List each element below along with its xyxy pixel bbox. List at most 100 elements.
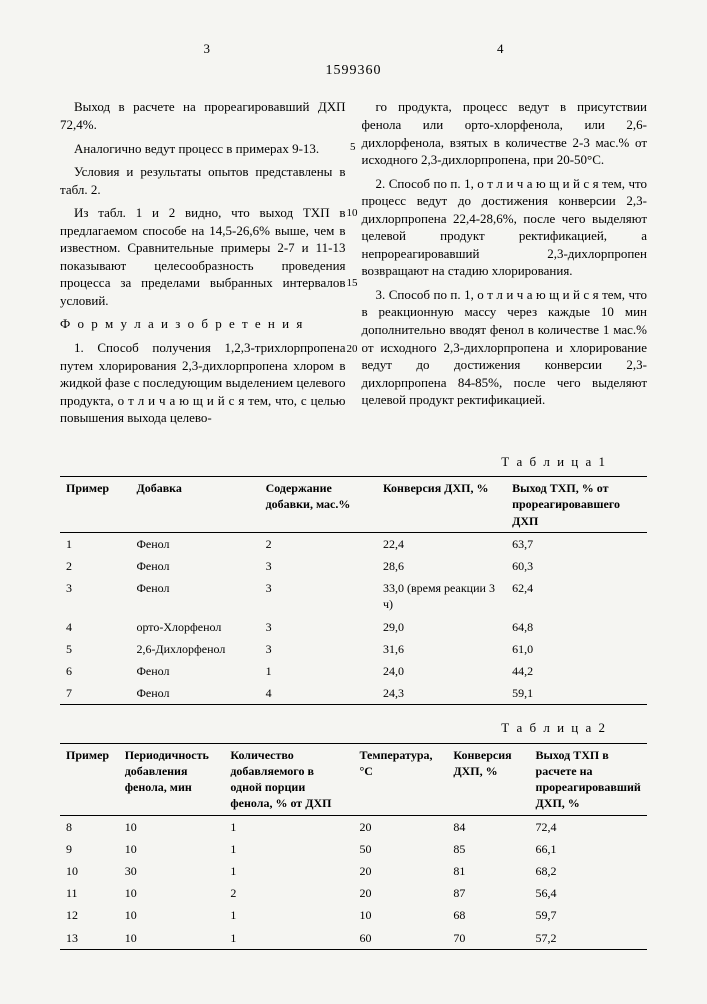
th: Конверсия ДХП, % bbox=[447, 743, 529, 815]
td: 10 bbox=[119, 904, 225, 926]
th: Конверсия ДХП, % bbox=[377, 477, 506, 533]
td: 2 bbox=[224, 882, 353, 904]
td: 3 bbox=[260, 555, 377, 577]
table-1: Пример Добавка Содержание добавки, мас.%… bbox=[60, 476, 647, 705]
td: 62,4 bbox=[506, 577, 647, 615]
th: Количество добавляемого в одной порции ф… bbox=[224, 743, 353, 815]
td: 60,3 bbox=[506, 555, 647, 577]
td: 63,7 bbox=[506, 532, 647, 555]
table-2: Пример Периодичность добавления фенола, … bbox=[60, 743, 647, 950]
td: 1 bbox=[224, 904, 353, 926]
td: Фенол bbox=[130, 555, 259, 577]
td: 68 bbox=[447, 904, 529, 926]
patent-number: 1599360 bbox=[60, 62, 647, 81]
table-row: 8101208472,4 bbox=[60, 815, 647, 838]
line-mark: 15 bbox=[347, 276, 358, 291]
body-columns: Выход в расчете на прореагировавший ДХП … bbox=[60, 98, 647, 432]
table-row: 3Фенол333,0 (время реакции 3 ч)62,4 bbox=[60, 577, 647, 615]
td: 10 bbox=[119, 927, 225, 950]
td: 70 bbox=[447, 927, 529, 950]
th: Содержание добавки, мас.% bbox=[260, 477, 377, 533]
table-row: 11102208756,4 bbox=[60, 882, 647, 904]
td: 20 bbox=[353, 882, 447, 904]
page-number-row: 3 4 bbox=[60, 40, 647, 58]
td: 1 bbox=[224, 860, 353, 882]
td: 10 bbox=[353, 904, 447, 926]
td: 57,2 bbox=[530, 927, 647, 950]
td: 24,0 bbox=[377, 660, 506, 682]
td: 1 bbox=[224, 815, 353, 838]
td: 22,4 bbox=[377, 532, 506, 555]
para: Условия и результаты опытов представлены… bbox=[60, 163, 346, 198]
td: 3 bbox=[260, 638, 377, 660]
table-header-row: Пример Периодичность добавления фенола, … bbox=[60, 743, 647, 815]
page-number-left: 3 bbox=[204, 40, 211, 58]
para: 2. Способ по п. 1, о т л и ч а ю щ и й с… bbox=[362, 175, 648, 280]
table-row: 52,6-Дихлорфенол331,661,0 bbox=[60, 638, 647, 660]
th: Добавка bbox=[130, 477, 259, 533]
td: 33,0 (время реакции 3 ч) bbox=[377, 577, 506, 615]
td: 10 bbox=[119, 882, 225, 904]
table1-title: Т а б л и ц а 1 bbox=[60, 453, 607, 471]
th: Выход ТХП, % от прореагировавшего ДХП bbox=[506, 477, 647, 533]
td: 3 bbox=[260, 577, 377, 615]
td: 68,2 bbox=[530, 860, 647, 882]
td: орто-Хлорфенол bbox=[130, 616, 259, 638]
td: 13 bbox=[60, 927, 119, 950]
td: 56,4 bbox=[530, 882, 647, 904]
th: Температура, °С bbox=[353, 743, 447, 815]
td: 10 bbox=[60, 860, 119, 882]
td: 12 bbox=[60, 904, 119, 926]
td: 44,2 bbox=[506, 660, 647, 682]
td: Фенол bbox=[130, 682, 259, 705]
td: 4 bbox=[60, 616, 130, 638]
page-number-right: 4 bbox=[497, 40, 504, 58]
td: 1 bbox=[60, 532, 130, 555]
para: 3. Способ по п. 1, о т л и ч а ю щ и й с… bbox=[362, 286, 648, 409]
td: 6 bbox=[60, 660, 130, 682]
th: Выход ТХП в расчете на прореагировавший … bbox=[530, 743, 647, 815]
td: 1 bbox=[260, 660, 377, 682]
line-mark: 20 bbox=[347, 342, 358, 357]
td: 72,4 bbox=[530, 815, 647, 838]
table-row: 12101106859,7 bbox=[60, 904, 647, 926]
td: 20 bbox=[353, 815, 447, 838]
th: Периодичность добавления фенола, мин bbox=[119, 743, 225, 815]
td: 30 bbox=[119, 860, 225, 882]
para: Из табл. 1 и 2 видно, что выход ТХП в пр… bbox=[60, 204, 346, 309]
td: Фенол bbox=[130, 660, 259, 682]
table-row: 13101607057,2 bbox=[60, 927, 647, 950]
para: Выход в расчете на прореагировавший ДХП … bbox=[60, 98, 346, 133]
para: Аналогично ведут процесс в примерах 9-13… bbox=[60, 140, 346, 158]
td: 31,6 bbox=[377, 638, 506, 660]
td: 85 bbox=[447, 838, 529, 860]
td: 59,7 bbox=[530, 904, 647, 926]
right-column: го продукта, процесс ведут в присутствии… bbox=[362, 98, 648, 432]
td: 60 bbox=[353, 927, 447, 950]
td: 29,0 bbox=[377, 616, 506, 638]
table-row: 6Фенол124,044,2 bbox=[60, 660, 647, 682]
td: 61,0 bbox=[506, 638, 647, 660]
table-header-row: Пример Добавка Содержание добавки, мас.%… bbox=[60, 477, 647, 533]
td: 20 bbox=[353, 860, 447, 882]
line-mark: 10 bbox=[347, 206, 358, 221]
para: 1. Способ получения 1,2,3-трихлорпропена… bbox=[60, 339, 346, 427]
formula-title: Ф о р м у л а и з о б р е т е н и я bbox=[60, 315, 346, 333]
line-mark: 5 bbox=[350, 140, 356, 155]
td: Фенол bbox=[130, 577, 259, 615]
td: 66,1 bbox=[530, 838, 647, 860]
table-row: 2Фенол328,660,3 bbox=[60, 555, 647, 577]
table-row: 1Фенол222,463,7 bbox=[60, 532, 647, 555]
td: Фенол bbox=[130, 532, 259, 555]
td: 9 bbox=[60, 838, 119, 860]
table-row: 9101508566,1 bbox=[60, 838, 647, 860]
td: 8 bbox=[60, 815, 119, 838]
td: 2 bbox=[60, 555, 130, 577]
left-column: Выход в расчете на прореагировавший ДХП … bbox=[60, 98, 346, 432]
td: 84 bbox=[447, 815, 529, 838]
td: 3 bbox=[260, 616, 377, 638]
td: 28,6 bbox=[377, 555, 506, 577]
td: 64,8 bbox=[506, 616, 647, 638]
para: го продукта, процесс ведут в присутствии… bbox=[362, 98, 648, 168]
th: Пример bbox=[60, 477, 130, 533]
